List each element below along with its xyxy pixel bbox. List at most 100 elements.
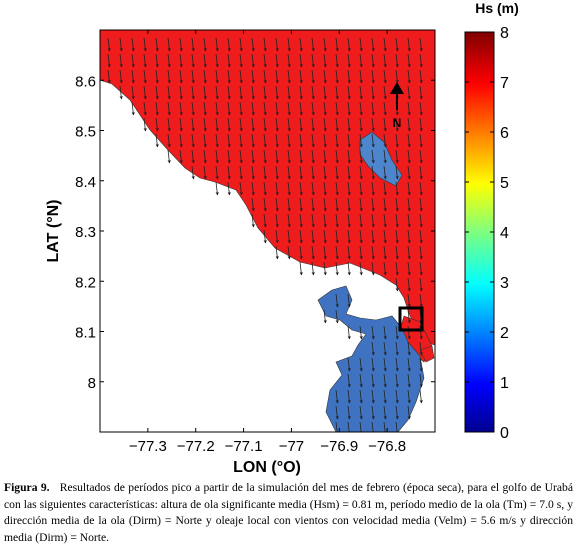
colorbar-tick-label: 7 — [500, 75, 509, 92]
wave-vector — [359, 53, 363, 68]
wave-vector — [263, 53, 267, 68]
wave-vector — [203, 69, 207, 84]
colorbar-ticks: 0 1 2 3 4 5 6 7 8 — [465, 25, 509, 442]
wave-vector — [359, 261, 363, 276]
wave-vector — [419, 181, 423, 196]
wave-vector — [407, 373, 411, 388]
wave-vector — [143, 69, 147, 84]
wave-vector — [227, 181, 231, 196]
wave-vector — [335, 389, 339, 404]
wave-vector — [395, 325, 399, 340]
wave-vector — [419, 277, 423, 292]
wave-vector — [407, 293, 411, 308]
wave-vector — [239, 165, 243, 180]
wave-vector — [299, 197, 303, 212]
wave-vector — [287, 149, 291, 164]
wave-vector — [311, 133, 315, 148]
wave-vectors — [107, 37, 423, 432]
wave-vector — [155, 117, 159, 132]
wave-vector — [383, 165, 387, 180]
wave-vector — [419, 261, 423, 276]
wave-vector — [383, 261, 387, 276]
wave-vector — [383, 357, 387, 372]
wave-vector — [407, 117, 411, 132]
wave-vector — [227, 133, 231, 148]
wave-vector — [251, 53, 255, 68]
wave-vector — [407, 341, 411, 356]
wave-vector — [383, 405, 387, 420]
wave-vector — [215, 69, 219, 84]
wave-vector — [287, 69, 291, 84]
wave-vector — [395, 277, 399, 292]
colorbar-gradient — [464, 31, 495, 433]
wave-vector — [383, 53, 387, 68]
wave-vector — [215, 53, 219, 68]
wave-vector — [395, 261, 399, 276]
wave-vector — [143, 85, 147, 100]
wave-vector — [335, 101, 339, 116]
wave-vector — [275, 69, 279, 84]
wave-vector — [407, 245, 411, 260]
wave-vector — [419, 213, 423, 228]
wave-vector — [203, 85, 207, 100]
wave-vector — [299, 213, 303, 228]
wave-vector — [191, 117, 195, 132]
wave-vector — [383, 197, 387, 212]
wave-vector — [419, 101, 423, 116]
wave-vector — [359, 405, 363, 420]
wave-vector — [227, 149, 231, 164]
wave-vector — [359, 181, 363, 196]
wave-vector — [143, 53, 147, 68]
x-tick-label: −77.1 — [225, 438, 263, 455]
wave-vector — [119, 53, 123, 68]
wave-vector — [251, 181, 255, 196]
wave-vector — [335, 165, 339, 180]
wave-vector — [251, 37, 255, 52]
wave-vector — [395, 421, 398, 432]
wave-vector — [323, 229, 327, 244]
wave-vector — [359, 149, 363, 164]
wave-vector — [119, 85, 123, 100]
wave-vector — [335, 53, 339, 68]
x-tick-label: −77 — [279, 438, 304, 455]
wave-vector — [311, 197, 315, 212]
wave-vector — [407, 53, 411, 68]
wave-vector — [371, 101, 375, 116]
wave-vector — [395, 117, 399, 132]
wave-vector — [275, 229, 279, 244]
wave-vector — [347, 229, 351, 244]
wave-vector — [383, 181, 387, 196]
wave-vector — [419, 85, 423, 100]
wave-vector — [203, 53, 207, 68]
wave-vector — [371, 197, 375, 212]
wave-vector — [395, 341, 399, 356]
wave-vector — [179, 69, 183, 84]
wave-vector — [419, 373, 423, 388]
wave-vector — [215, 117, 219, 132]
wave-vector — [347, 405, 351, 420]
wave-vector — [299, 149, 303, 164]
y-axis: 8 8.1 8.2 8.3 8.4 8.5 8.6 — [75, 73, 435, 392]
wave-vector — [275, 85, 279, 100]
wave-vector — [347, 357, 351, 372]
wave-vector — [227, 85, 231, 100]
wave-vector — [335, 405, 339, 420]
wave-vector — [131, 37, 135, 52]
wave-vector — [179, 37, 183, 52]
wave-vector — [323, 213, 327, 228]
wave-vector — [395, 37, 399, 52]
wave-vector — [263, 69, 267, 84]
wave-vector — [335, 69, 339, 84]
north-arrow: N — [390, 82, 404, 130]
wave-vector — [287, 133, 291, 148]
wave-vector — [371, 37, 375, 52]
wave-vector — [407, 101, 411, 116]
wave-vector — [299, 245, 303, 260]
wave-vector — [395, 405, 399, 420]
wave-vector — [335, 261, 339, 276]
wave-vector — [143, 117, 147, 132]
y-tick-label: 8 — [88, 375, 96, 392]
water-region-low — [317, 285, 425, 432]
wave-vector — [107, 69, 111, 84]
wave-vector — [191, 149, 195, 164]
